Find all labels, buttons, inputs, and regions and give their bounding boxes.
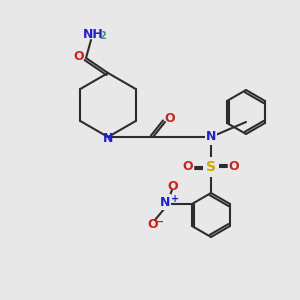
- Text: −: −: [155, 217, 165, 227]
- Text: O: O: [148, 218, 158, 230]
- Text: N: N: [103, 131, 113, 145]
- Text: N: N: [206, 130, 216, 143]
- Text: +: +: [171, 194, 179, 204]
- Text: O: O: [165, 112, 175, 125]
- Text: O: O: [229, 160, 239, 173]
- Text: N: N: [160, 196, 170, 208]
- Text: S: S: [206, 160, 216, 174]
- Text: O: O: [74, 50, 84, 62]
- Text: O: O: [168, 179, 178, 193]
- Text: O: O: [183, 160, 193, 173]
- Text: NH: NH: [82, 28, 103, 40]
- Text: 2: 2: [100, 31, 106, 41]
